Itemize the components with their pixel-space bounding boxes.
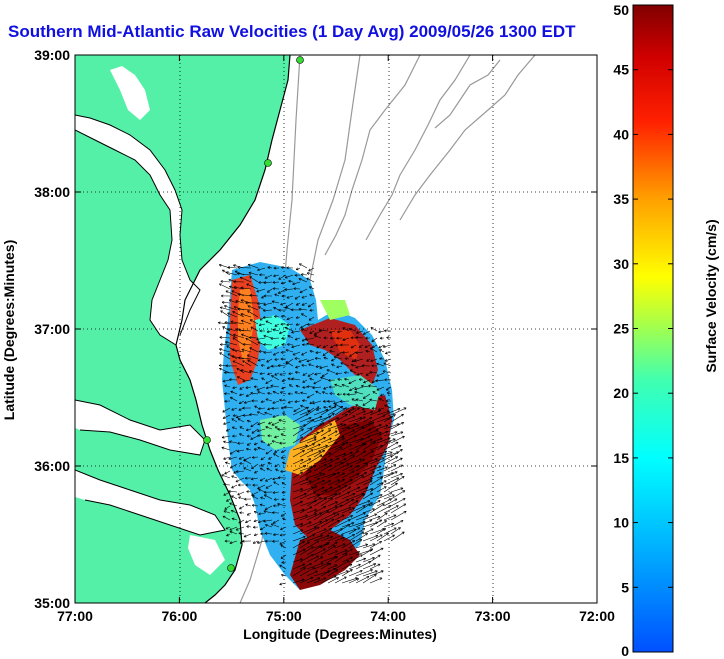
y-tick-label: 35:00: [34, 595, 70, 611]
colorbar-label: Surface Velocity (cm/s): [703, 219, 719, 372]
y-axis: 39:00 38:00 37:00 36:00 35:00: [34, 47, 597, 611]
colorbar-tick-label: 20: [613, 385, 629, 401]
grid-lines: [75, 55, 597, 603]
x-tick-label: 77:00: [57, 608, 93, 624]
x-tick-label: 72:00: [579, 608, 615, 624]
colorbar-tick-label: 15: [613, 450, 629, 466]
x-tick-label: 74:00: [370, 608, 406, 624]
colorbar-tick-label: 50: [613, 2, 629, 18]
velocity-arrows: [217, 263, 407, 586]
x-axis-title: Longitude (Degrees:Minutes): [243, 626, 437, 642]
map-title: Southern Mid-Atlantic Raw Velocities (1 …: [8, 22, 576, 41]
x-axis: 77:00 76:00 75:00 74:00 73:00 72:00: [57, 55, 615, 624]
colorbar-tick-label: 35: [613, 191, 629, 207]
y-tick-label: 37:00: [34, 321, 70, 337]
x-tick-label: 76:00: [161, 608, 197, 624]
colorbar-tick-label: 45: [613, 62, 629, 78]
colorbar-tick-label: 40: [613, 126, 629, 142]
colorbar-tick-label: 25: [613, 321, 629, 337]
y-tick-label: 38:00: [34, 184, 70, 200]
y-axis-title: Latitude (Degrees:Minutes): [1, 240, 17, 420]
y-tick-label: 36:00: [34, 458, 70, 474]
colorbar-tick-label: 30: [613, 256, 629, 272]
x-tick-label: 73:00: [475, 608, 511, 624]
colorbar-tick-label: 10: [613, 515, 629, 531]
colorbar-tick-label: 0: [621, 643, 629, 659]
radar-station-marker: [296, 56, 304, 64]
radar-stations: [203, 56, 304, 572]
x-tick-label: 75:00: [266, 608, 302, 624]
land: [75, 55, 291, 603]
radar-station-marker: [227, 564, 235, 572]
radar-station-marker: [203, 436, 211, 444]
radar-station-marker: [264, 159, 272, 167]
colorbar-tick-label: 5: [621, 579, 629, 595]
y-tick-label: 39:00: [34, 47, 70, 63]
colorbar: [632, 4, 674, 653]
